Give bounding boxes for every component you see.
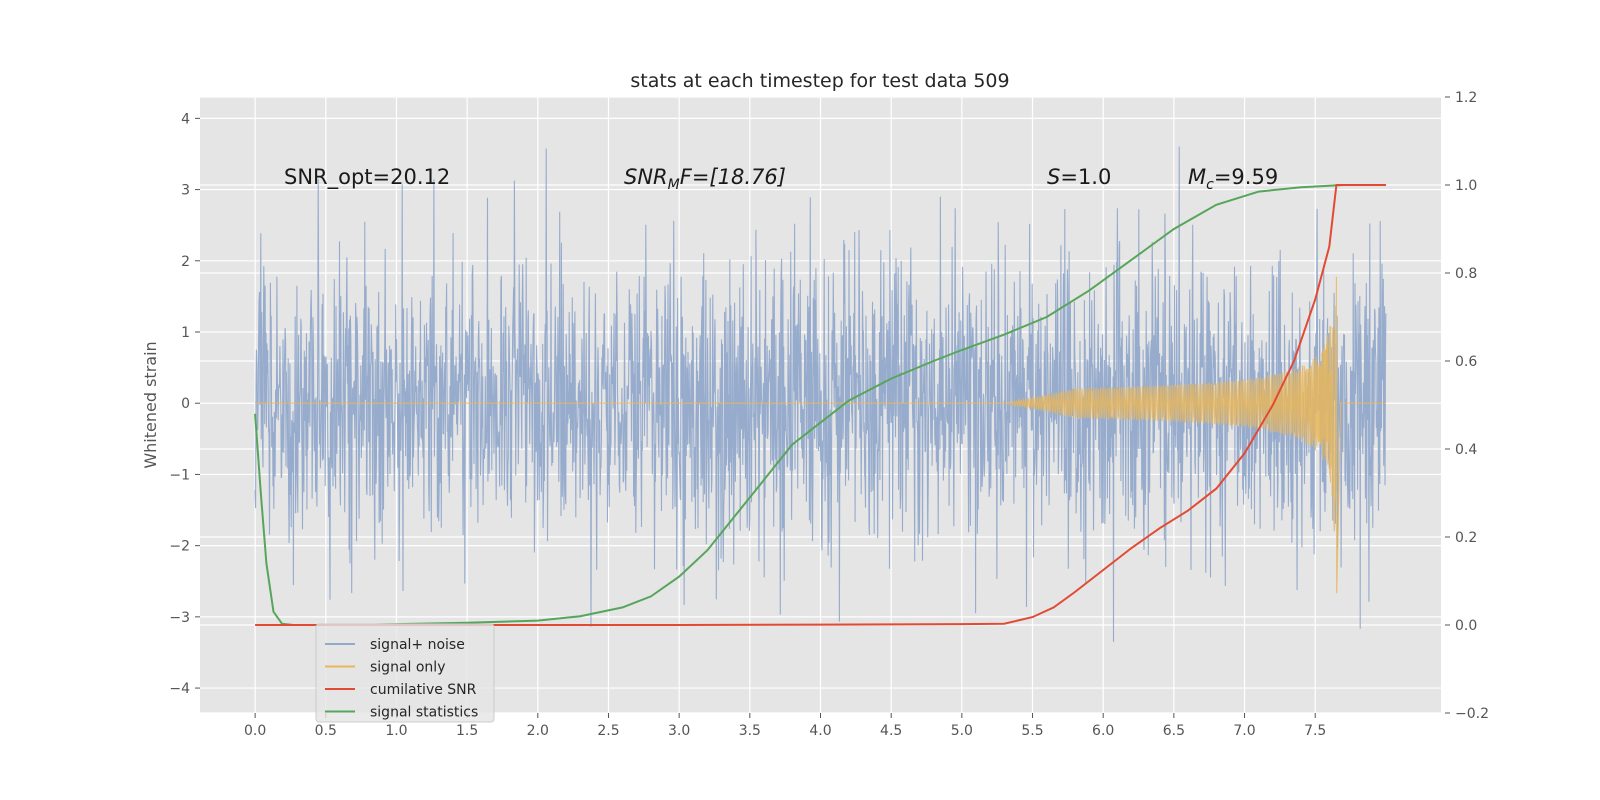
signal-only-line (255, 276, 1386, 594)
y-tick-label: 0 (181, 396, 190, 412)
x-tick-label: 3.5 (739, 723, 761, 739)
y2-tick-label: −0.2 (1455, 706, 1489, 722)
annotation-snr-opt: SNR_opt=20.12 (284, 165, 450, 190)
x-tick-label: 7.0 (1233, 723, 1255, 739)
chart-title: stats at each timestep for test data 509 (630, 70, 1009, 92)
legend: signal+ noise signal only cumilative SNR si… (315, 623, 495, 723)
legend-box (315, 623, 495, 723)
y-axis-label: Whitened strain (141, 341, 160, 468)
y-tick-label: −2 (169, 539, 190, 555)
y-tick-label: 4 (181, 111, 190, 127)
y-axis-ticks: 4 3 2 1 0 −1 −2 −3 −4 (169, 111, 200, 697)
x-tick-label: 5.0 (951, 723, 973, 739)
y-tick-label: −4 (169, 681, 190, 697)
x-tick-label: 0.5 (315, 723, 337, 739)
x-tick-label: 3.0 (668, 723, 690, 739)
y2-axis-ticks: 1.2 1.0 0.8 0.6 0.4 0.2 0.0 −0.2 (1445, 90, 1489, 722)
y-tick-label: 1 (181, 325, 190, 341)
annotation-snr-mf: SNRMF=[18.76] (624, 165, 786, 193)
series-layer (254, 146, 1387, 642)
legend-items: signal+ noise signal only cumilative SNR si… (325, 637, 478, 721)
x-tick-label: 5.5 (1021, 723, 1043, 739)
cumulative-snr-line (255, 184, 1386, 626)
legend-label: signal statistics (370, 705, 478, 721)
y-tick-label: −1 (169, 467, 190, 483)
y2-tick-label: 0.0 (1455, 618, 1477, 634)
annotation-mc: Mc=9.59 (1188, 165, 1278, 193)
x-axis-ticks: 0.0 0.5 1.0 1.5 2.0 2.5 3.0 3.5 4.0 4.5 5.0 5.5 6.0 6… (244, 713, 1326, 739)
y2-tick-label: 0.6 (1455, 354, 1477, 370)
y2-tick-label: 0.4 (1455, 442, 1477, 458)
annotation-s: S=1.0 (1047, 165, 1111, 189)
x-tick-label: 4.5 (880, 723, 902, 739)
x-tick-label: 2.0 (527, 723, 549, 739)
y-tick-label: 2 (181, 254, 190, 270)
legend-label: signal only (370, 660, 445, 676)
x-tick-label: 6.0 (1092, 723, 1114, 739)
legend-label: signal+ noise (370, 637, 465, 653)
x-tick-label: 0.0 (244, 723, 266, 739)
x-tick-label: 6.5 (1163, 723, 1185, 739)
y2-tick-label: 0.2 (1455, 530, 1477, 546)
y2-tick-label: 1.0 (1455, 178, 1477, 194)
legend-label: cumilative SNR (370, 682, 477, 698)
x-tick-label: 2.5 (597, 723, 619, 739)
x-tick-label: 7.5 (1304, 723, 1326, 739)
x-tick-label: 1.0 (385, 723, 407, 739)
y-tick-label: 3 (181, 183, 190, 199)
y2-tick-label: 0.8 (1455, 266, 1477, 282)
x-tick-label: 4.0 (809, 723, 831, 739)
y2-tick-label: 1.2 (1455, 90, 1477, 106)
y-tick-label: −3 (169, 610, 190, 626)
x-tick-label: 1.5 (456, 723, 478, 739)
